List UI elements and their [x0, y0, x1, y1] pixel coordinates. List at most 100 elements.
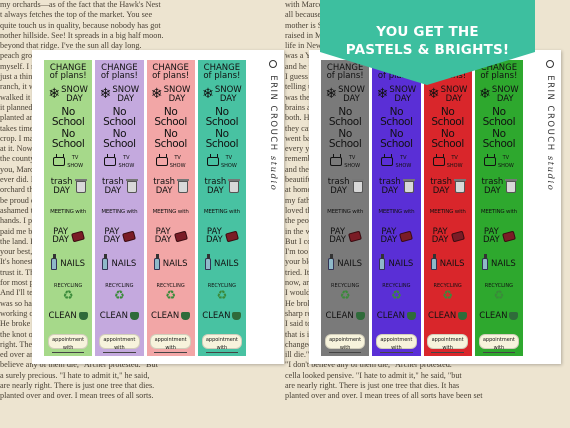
sticker-text-stack: TV SHOW	[118, 154, 134, 170]
nail-polish-icon	[51, 253, 58, 270]
sticker-no-school: No School	[426, 129, 470, 149]
sticker-row: NAILS	[102, 253, 136, 270]
brand-logo-icon	[269, 60, 277, 68]
sticker-label: DAY	[104, 185, 122, 196]
snowflake-icon: ❄	[376, 86, 389, 103]
sticker-no-school: No School	[374, 107, 418, 127]
sticker-tv-show: TV SHOW	[426, 152, 470, 172]
sticker-text-stack: SNOW DAY	[441, 86, 468, 103]
cleaning-bucket-icon	[355, 312, 365, 321]
appointment-field: appointment with	[99, 333, 140, 353]
appointment-line	[205, 351, 239, 353]
sticker-label: DAY	[329, 235, 346, 246]
sticker-text-stack: trash DAY	[328, 178, 350, 195]
sticker-clean: CLEAN	[200, 306, 244, 326]
sticker-row: NAILS	[204, 253, 239, 270]
sticker-label: DAY	[168, 93, 186, 104]
cleaning-bucket-icon	[406, 312, 416, 321]
sticker-no-school: No School	[426, 107, 470, 127]
sticker-snow-day: ❄ SNOW DAY	[374, 84, 418, 104]
sticker-trash-day: trash DAY	[477, 174, 521, 199]
sticker-label: MEETING with	[378, 208, 415, 215]
sticker-text-stack: SNOW DAY	[61, 86, 88, 103]
sticker-text-stack: TV SHOW	[395, 154, 411, 170]
sticker-label: No School	[154, 129, 187, 150]
sticker-label: SNOW	[163, 85, 191, 96]
recycle-icon: ♻	[216, 287, 228, 302]
sticker-nails: NAILS	[426, 251, 470, 276]
sticker-label: SNOW	[338, 85, 365, 96]
nail-polish-icon	[153, 253, 160, 270]
tv-icon	[432, 157, 445, 167]
sticker-clean: CLEAN	[97, 306, 141, 326]
wallet-icon	[71, 230, 85, 243]
nail-polish-icon	[379, 253, 386, 270]
sticker-label: SHOW	[169, 162, 186, 169]
appointment-field: appointment with	[324, 333, 366, 353]
sticker-label: appointment with	[154, 336, 187, 351]
appointment-line	[380, 351, 413, 353]
snowflake-icon: ❄	[150, 86, 163, 103]
appointment-line	[154, 351, 187, 353]
sticker-row: TV SHOW	[330, 154, 360, 170]
sticker-row: PAY DAY	[329, 228, 362, 246]
sticker-text-stack: PAY DAY	[432, 228, 449, 245]
sticker-recycling: RECYCLING ♻	[149, 279, 193, 304]
brand-name: ERIN CROUCH	[545, 75, 555, 152]
sticker-label: No School	[380, 129, 413, 150]
sticker-label: SHOW	[67, 162, 84, 169]
sticker-label: SHOW	[344, 162, 361, 169]
recycle-icon: ♻	[339, 287, 351, 302]
sticker-no-school: No School	[46, 129, 90, 149]
promo-banner: YOU GET THE PASTELS & BRIGHTS!	[320, 0, 535, 85]
sticker-text-stack: TV SHOW	[170, 154, 186, 170]
tv-icon	[104, 157, 117, 167]
sticker-row: ❄ SNOW DAY	[100, 86, 140, 103]
sticker-sheet-brights: CHANGE of plans! ❄ SNOW DAY No School No Scho…	[309, 50, 561, 364]
sticker-nails: NAILS	[149, 251, 193, 276]
sticker-text-stack: RECYCLING ♻	[105, 282, 133, 301]
sticker-text-stack: PAY DAY	[52, 228, 69, 245]
sticker-label: CLEAN	[376, 311, 405, 322]
sticker-recycling: RECYCLING ♻	[426, 279, 470, 304]
sticker-row: trash DAY	[102, 178, 138, 195]
snowflake-icon: ❄	[427, 86, 440, 103]
sticker-text-stack: PAY DAY	[381, 228, 398, 245]
sticker-trash-day: trash DAY	[374, 174, 418, 199]
sticker-label: DAY	[496, 93, 514, 104]
appointment-field: appointment with	[478, 333, 520, 353]
sticker-text-stack: trash DAY	[102, 178, 124, 195]
sticker-text-stack: TV SHOW	[447, 154, 463, 170]
cleaning-bucket-icon	[458, 312, 468, 321]
sticker-label: No School	[431, 106, 464, 128]
sticker-row: TV SHOW	[432, 154, 463, 170]
sticker-nails: NAILS	[46, 251, 90, 276]
sticker-label: SNOW	[214, 85, 242, 96]
recycle-icon: ♻	[442, 287, 453, 302]
sticker-label: PAY	[483, 226, 499, 237]
sticker-row: trash DAY	[430, 178, 467, 195]
sticker-text-stack: trash DAY	[481, 178, 503, 195]
sticker-change-of-plans: CHANGE of plans!	[149, 62, 193, 82]
sticker-row: trash DAY	[153, 178, 190, 195]
sticker-appointment-with: appointment with	[374, 329, 418, 354]
sticker-appointment-with: appointment with	[426, 329, 470, 354]
sticker-row: CLEAN	[377, 312, 416, 321]
sticker-text-stack: trash DAY	[51, 178, 73, 195]
sticker-no-school: No School	[149, 129, 193, 149]
sticker-no-school: No School	[374, 129, 418, 149]
sticker-label: TV	[174, 154, 181, 161]
sticker-label: No School	[482, 106, 516, 128]
sticker-label: SHOW	[118, 162, 135, 169]
sticker-meeting-with: MEETING with	[97, 201, 141, 221]
sticker-meeting-with: MEETING with	[200, 201, 244, 221]
sticker-label: DAY	[431, 235, 449, 246]
sticker-no-school: No School	[477, 129, 521, 149]
sticker-label: NAILS	[388, 258, 414, 269]
sticker-row: ❄ SNOW DAY	[325, 86, 365, 103]
sticker-snow-day: ❄ SNOW DAY	[426, 84, 470, 104]
